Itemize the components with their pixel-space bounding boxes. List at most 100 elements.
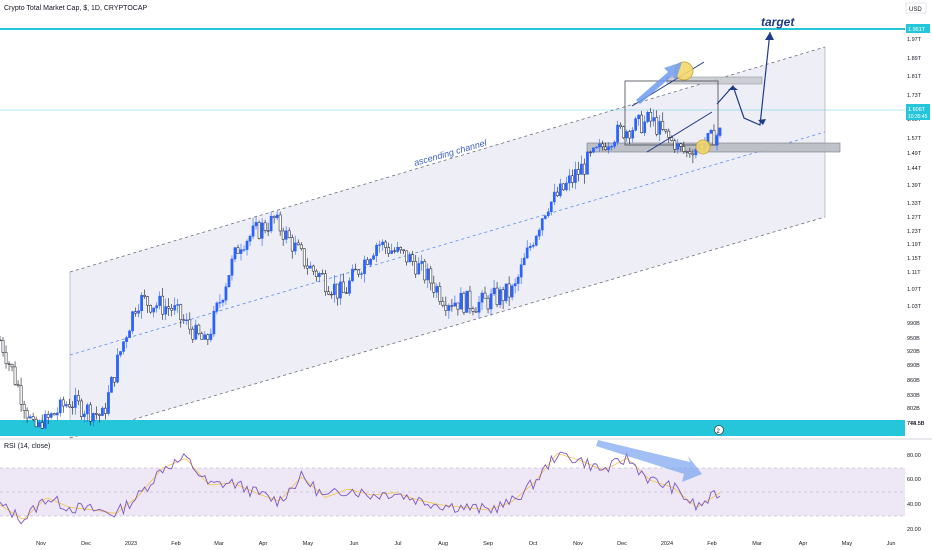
- candle-body: [504, 283, 508, 302]
- candle-body: [574, 169, 577, 183]
- price-tick-label: 950B: [907, 336, 920, 342]
- time-tick-label: Jun: [887, 541, 896, 547]
- channel-lower-line[interactable]: [69, 216, 826, 439]
- candle-body: [287, 230, 291, 238]
- candle-body: [396, 246, 400, 252]
- candle-body: [670, 137, 674, 141]
- price-tick-label: 1.97T: [907, 37, 922, 43]
- candle-body: [19, 385, 23, 405]
- time-tick-label: Oct: [529, 541, 538, 547]
- price-tick-label: 1.07T: [907, 287, 922, 293]
- channel-mid-line[interactable]: [69, 131, 826, 356]
- candle-body: [345, 292, 348, 294]
- candle-body: [459, 292, 463, 310]
- channel-upper-line[interactable]: [69, 46, 826, 273]
- currency-badge[interactable]: [905, 2, 927, 14]
- time-tick-label: Feb: [707, 541, 716, 547]
- candle-body: [25, 410, 29, 419]
- price-tick-label: 1.27T: [907, 215, 922, 221]
- candle-body: [266, 230, 270, 232]
- candle-body: [658, 121, 662, 135]
- candle-body: [351, 268, 354, 282]
- candle-body: [239, 249, 243, 254]
- candle-body: [543, 215, 547, 219]
- candle-body: [652, 117, 656, 122]
- time-tick-label: Mar: [214, 541, 224, 547]
- time-tick-label: Apr: [799, 541, 808, 547]
- time-tick-label: Feb: [171, 541, 180, 547]
- candle-body: [173, 305, 177, 311]
- candle-body: [667, 130, 671, 138]
- candle-body: [224, 286, 228, 301]
- candle-body: [191, 328, 195, 340]
- consolidation-box[interactable]: [624, 80, 719, 146]
- candle-body: [429, 268, 433, 284]
- candle-body: [55, 412, 59, 416]
- rsi-axis[interactable]: 80.00 60.00 40.00 20.00: [907, 453, 921, 533]
- candle-body: [98, 414, 101, 416]
- candle-body: [546, 211, 550, 217]
- price-axis[interactable]: 1.97T1.89T1.81T1.73T1.65T1.57T1.49T1.44T…: [907, 37, 925, 427]
- candle-body: [64, 404, 68, 407]
- candle-body: [465, 290, 469, 313]
- time-tick-label: Apr: [259, 541, 268, 547]
- candle-body: [357, 269, 360, 275]
- candle-body: [194, 324, 198, 340]
- candle-body: [212, 310, 216, 335]
- candle-body: [28, 416, 32, 419]
- candlestick-series: [0, 108, 722, 429]
- candle-body: [257, 222, 261, 239]
- candle-body: [664, 129, 668, 132]
- candle-body: [673, 140, 677, 150]
- candle-body: [417, 263, 421, 275]
- price-tick-label: 1.49T: [907, 151, 922, 157]
- price-tick-label: 990B: [907, 321, 920, 327]
- candle-body: [218, 302, 222, 304]
- candle-body: [453, 302, 457, 307]
- candle-body: [528, 246, 532, 249]
- candle-body: [293, 242, 297, 252]
- candle-body: [715, 135, 719, 146]
- candle-body: [89, 404, 92, 422]
- price-tick-label: 1.19T: [907, 242, 922, 248]
- candle-body: [34, 419, 38, 428]
- candle-body: [330, 293, 333, 296]
- candle-body: [158, 295, 162, 306]
- candle-body: [116, 354, 119, 383]
- candle-body: [510, 285, 514, 298]
- candle-body: [149, 304, 152, 313]
- candle-body: [333, 283, 336, 296]
- candle-body: [339, 281, 342, 299]
- candle-body: [61, 399, 65, 407]
- symbol-title[interactable]: Crypto Total Market Cap, $, 1D, CRYPTOCA…: [4, 5, 147, 12]
- resistance-zone[interactable]: [666, 76, 763, 85]
- candle-body: [462, 292, 466, 313]
- candle-body: [480, 292, 484, 303]
- alert-badge[interactable]: [714, 425, 724, 435]
- candle-body: [420, 261, 424, 264]
- candle-body: [1, 339, 5, 353]
- candle-body: [507, 283, 511, 298]
- candle-body: [200, 333, 204, 340]
- candle-body: [269, 215, 273, 232]
- price-tick-label: 1.23T: [907, 229, 922, 235]
- candle-body: [631, 130, 634, 139]
- candle-body: [405, 250, 409, 263]
- candle-body: [682, 146, 686, 152]
- rsi-tick-label: 40.00: [907, 502, 921, 508]
- alert-badge-count: 2: [717, 429, 721, 435]
- candle-body: [215, 302, 219, 312]
- candle-body: [540, 218, 544, 231]
- price-tick-label: 802B: [907, 406, 920, 412]
- candle-body: [4, 352, 8, 364]
- candle-body: [164, 306, 168, 315]
- candle-body: [152, 307, 155, 313]
- candle-body: [565, 182, 568, 191]
- candle-body: [426, 268, 430, 281]
- candle-body: [411, 254, 415, 262]
- time-tick-label: May: [303, 541, 314, 547]
- time-axis[interactable]: Nov Dec 2023 Feb Mar Apr May Jun Jul Aug Sep Oct Nov…: [36, 541, 895, 547]
- candle-body: [113, 377, 116, 383]
- candle-body: [399, 246, 403, 251]
